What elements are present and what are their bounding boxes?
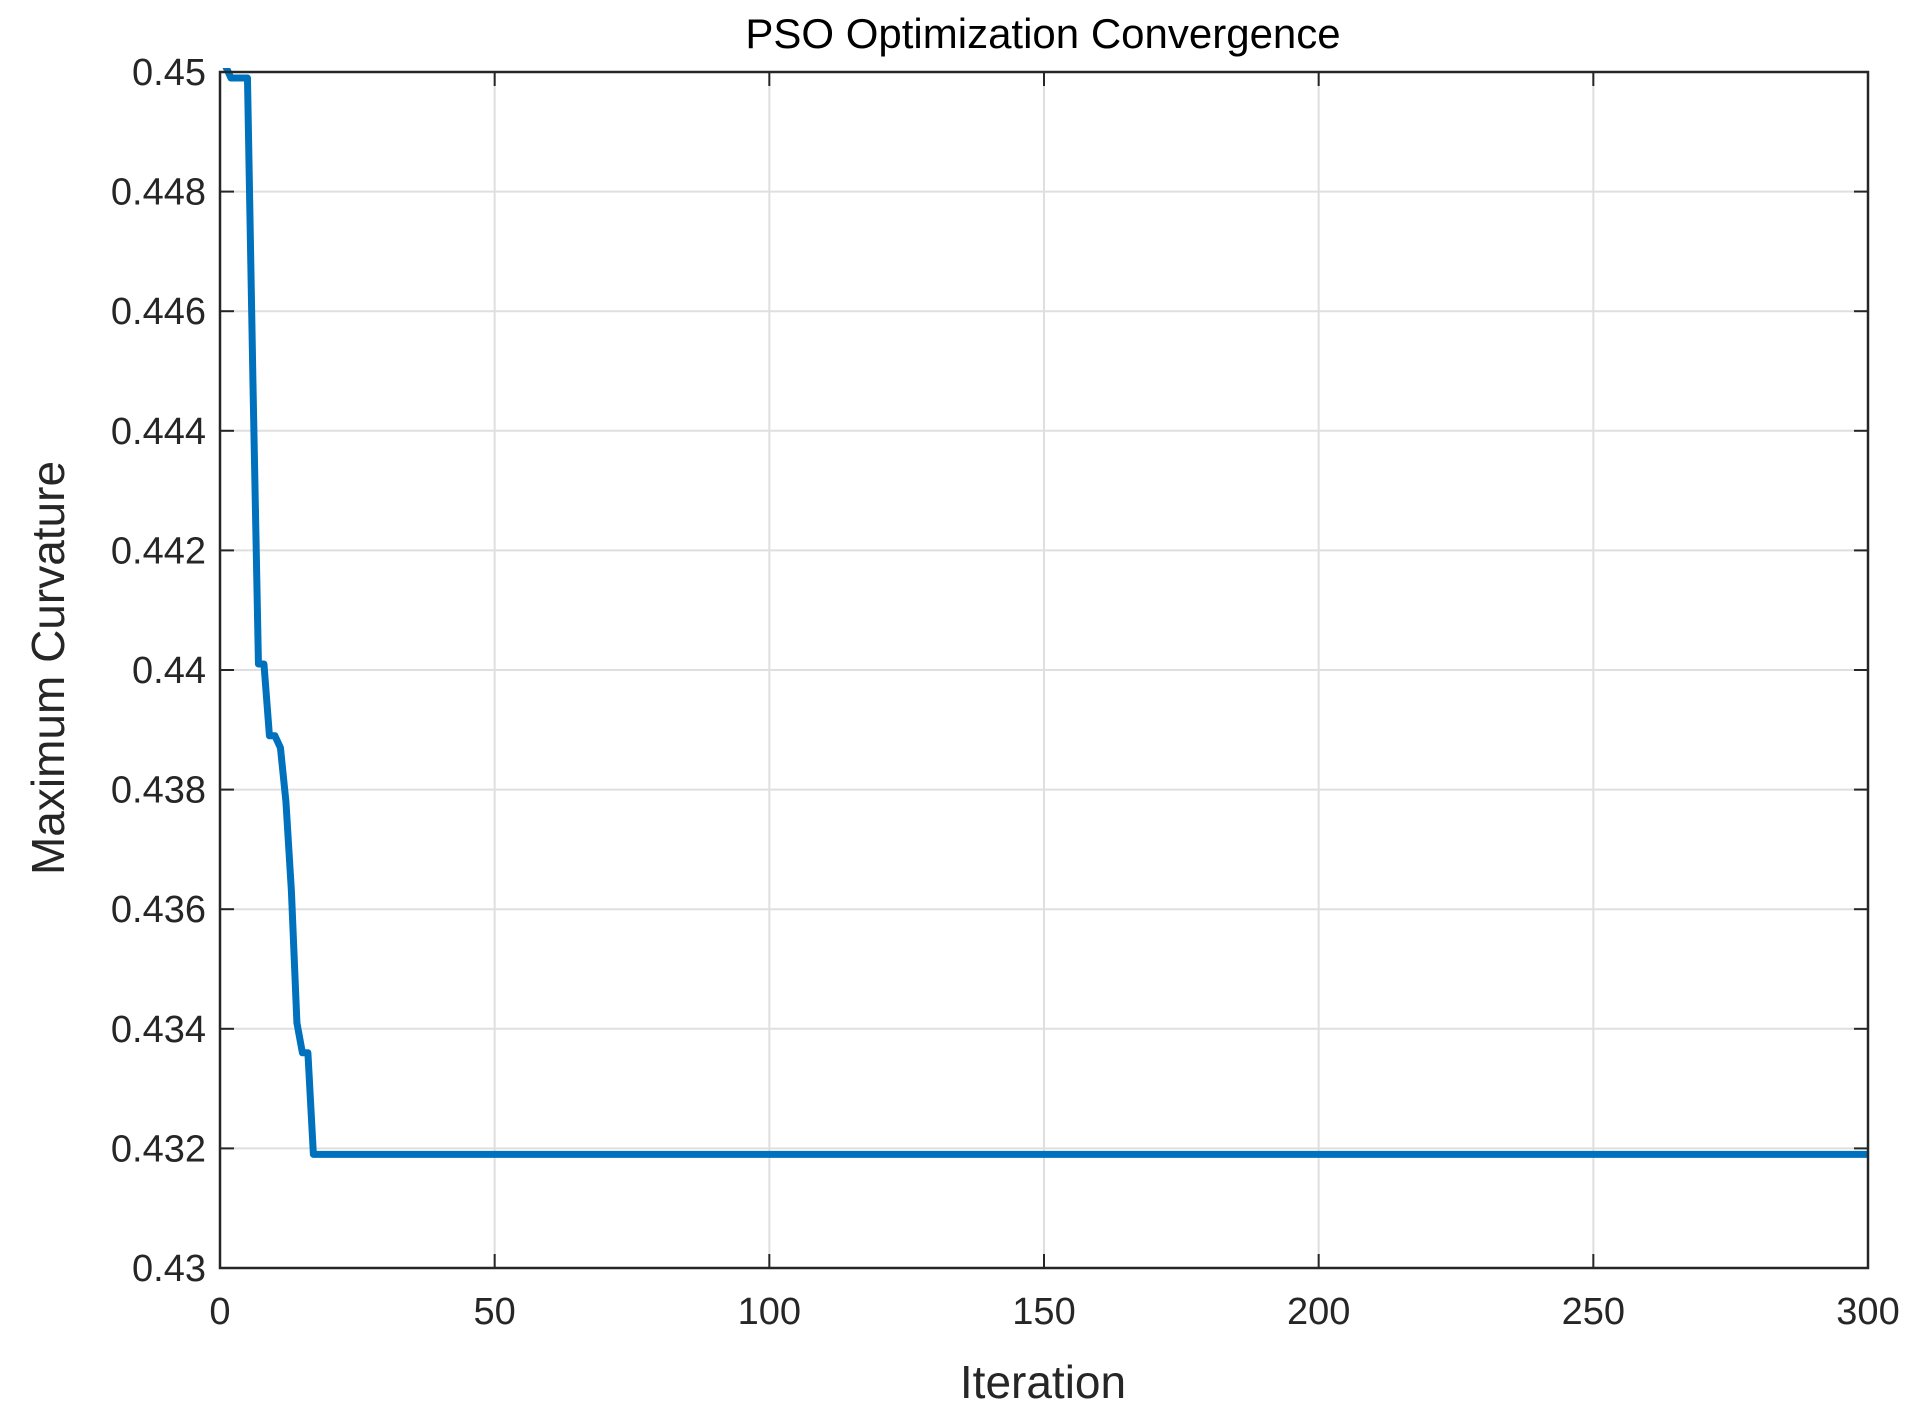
y-tick-label: 0.444 <box>111 411 206 453</box>
x-tick-label: 100 <box>738 1291 801 1333</box>
y-axis-label: Maximum Curvature <box>22 461 74 875</box>
y-tick-label: 0.436 <box>111 889 206 931</box>
x-axis-label: Iteration <box>960 1356 1126 1408</box>
x-tick-label: 300 <box>1836 1291 1899 1333</box>
y-tick-label: 0.43 <box>132 1248 206 1290</box>
y-tick-labels: 0.43 0.432 0.434 0.436 0.438 0.44 0.442 0.444 0.… <box>111 52 206 1290</box>
y-tick-label: 0.442 <box>111 530 206 572</box>
x-tick-labels: 0 50 100 150 200 250 300 <box>209 1291 1899 1333</box>
y-tick-label: 0.438 <box>111 770 206 812</box>
x-tick-label: 50 <box>474 1291 516 1333</box>
y-tick-label: 0.44 <box>132 650 206 692</box>
x-tick-label: 200 <box>1287 1291 1350 1333</box>
y-tick-label: 0.45 <box>132 52 206 94</box>
series-line <box>222 68 1868 1158</box>
grid-lines <box>220 72 1868 1268</box>
x-tick-label: 150 <box>1012 1291 1075 1333</box>
y-tick-label: 0.434 <box>111 1009 206 1051</box>
y-tick-label: 0.446 <box>111 291 206 333</box>
y-tick-label: 0.432 <box>111 1128 206 1170</box>
chart-title: PSO Optimization Convergence <box>745 10 1340 57</box>
tick-marks <box>219 71 1869 1269</box>
series-group <box>222 68 1868 1158</box>
x-tick-label: 0 <box>209 1291 230 1333</box>
x-tick-label: 250 <box>1562 1291 1625 1333</box>
y-tick-label: 0.448 <box>111 172 206 214</box>
